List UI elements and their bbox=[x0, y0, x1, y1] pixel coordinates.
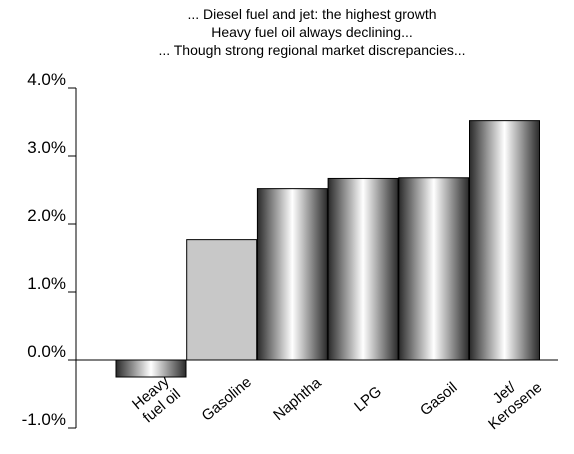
x-category-label: Gasoil bbox=[417, 379, 461, 419]
x-category-label: Jet/Kerosene bbox=[474, 366, 545, 433]
y-tick-label: 2.0% bbox=[27, 206, 66, 225]
bar bbox=[398, 177, 470, 361]
x-category-label: Heavyfuel oil bbox=[129, 373, 184, 427]
y-tick-label: -1.0% bbox=[22, 410, 66, 429]
bar bbox=[469, 120, 540, 361]
y-tick-label: 3.0% bbox=[27, 138, 66, 157]
y-tick-label: 0.0% bbox=[27, 342, 66, 361]
chart-title-line-3: ... Though strong regional market discre… bbox=[158, 42, 466, 58]
bars-group bbox=[115, 120, 540, 378]
chart-title-line-1: ... Diesel fuel and jet: the highest gro… bbox=[187, 6, 437, 22]
bar bbox=[256, 188, 328, 361]
chart-title-line-2: Heavy fuel oil always declining... bbox=[211, 24, 413, 40]
x-category-label: Gasoline bbox=[199, 374, 255, 425]
y-tick-label: 4.0% bbox=[27, 70, 66, 89]
y-tick-label: 1.0% bbox=[27, 274, 66, 293]
bar bbox=[115, 359, 187, 378]
chart-title: ... Diesel fuel and jet: the highest gro… bbox=[75, 5, 549, 59]
bar bbox=[186, 239, 258, 361]
x-category-label: Naphtha bbox=[270, 374, 325, 424]
bar bbox=[327, 177, 399, 361]
x-category-label: LPG bbox=[351, 383, 385, 415]
